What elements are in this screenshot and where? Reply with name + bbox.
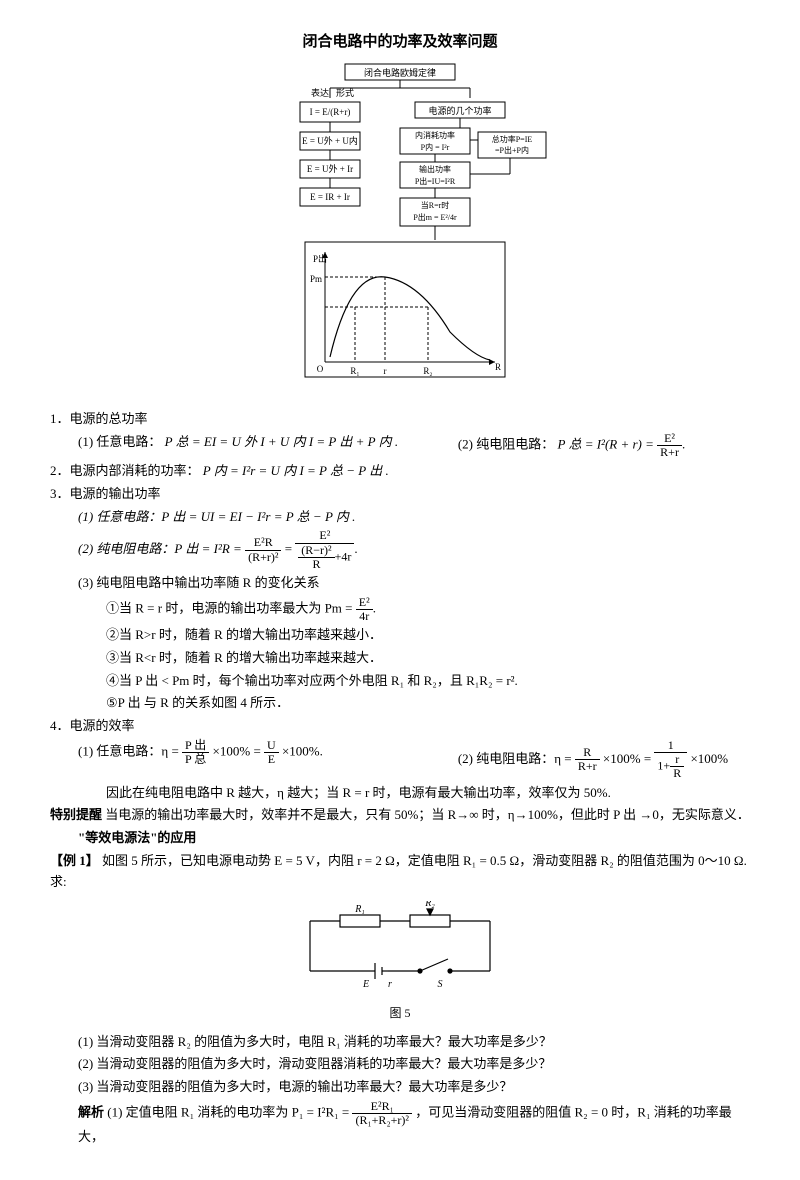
- s1b-label: (2) 纯电阻电路：: [458, 436, 554, 451]
- graph-pm: Pm: [310, 274, 322, 284]
- s4b-tail: ×100%: [690, 751, 728, 766]
- s4-head: 4．电源的效率: [50, 716, 750, 737]
- s1b-pre: P 总 = I²(R + r) =: [558, 436, 658, 451]
- ex1-q3: (3) 当滑动变阻器的阻值为多大时，电源的输出功率最大？最大功率是多少？: [50, 1077, 750, 1098]
- fc-l1: I = E/(R+r): [310, 107, 351, 117]
- tip-text: 当电源的输出功率最大时，效率并不是最大，只有 50%；当 R→∞ 时，η→100…: [105, 807, 750, 822]
- graph-r1: R₁: [350, 366, 359, 376]
- s4a-m1: ×100% =: [213, 744, 265, 759]
- circ-s: S: [438, 979, 443, 990]
- s2-head: 2．电源内部消耗的功率：: [50, 463, 200, 478]
- fc-l2: E = U外 + U内: [302, 135, 358, 146]
- svg-text:P出m = E²/4r: P出m = E²/4r: [413, 212, 457, 222]
- s3b-pre: (2) 纯电阻电路：P 出 = I²R =: [78, 541, 245, 556]
- s1b-num: E²: [657, 432, 682, 446]
- graph-ylabel: P出: [313, 253, 327, 264]
- graph-r: r: [384, 366, 387, 376]
- s4b-f1d: R+r: [575, 760, 600, 773]
- s3a: (1) 任意电路：P 出 = UI = EI − I²r = P 总 − P 内…: [78, 509, 355, 524]
- ans-num: E²R₁: [352, 1100, 412, 1114]
- graph-r2: R₂: [423, 366, 432, 376]
- s1a-eq: P 总 = EI = U 外 I + U 内 I = P 出 + P 内 .: [165, 434, 398, 449]
- s3c5: ⑤P 出 与 R 的关系如图 4 所示．: [50, 693, 750, 714]
- fc-right-label: 形式: [336, 87, 354, 98]
- fc-left-label: 表达: [311, 87, 329, 98]
- s3c: (3) 纯电阻电路中输出功率随 R 的变化关系: [50, 573, 750, 594]
- circ-e: E: [362, 979, 369, 990]
- s4b-mid: ×100% =: [603, 751, 655, 766]
- s3b-f1d: (R+r)²: [245, 551, 281, 564]
- s4c: 因此在纯电阻电路中 R 越大，η 越大；当 R = r 时，电源有最大输出功率，…: [50, 783, 750, 804]
- circ-r2: R₂: [424, 901, 435, 909]
- graph-xlabel: R: [495, 362, 501, 372]
- flowchart-diagram: 闭合电路欧姆定律 表达 形式 I = E/(R+r) E = U外 + U内 E…: [50, 62, 750, 399]
- s3b-f2tail: +4r: [335, 549, 352, 563]
- tip-label: 特别提醒: [50, 807, 102, 822]
- s3c2: ②当 R>r 时，随着 R 的增大输出功率越来越小．: [50, 625, 750, 646]
- s3b-f2n: E²: [295, 529, 354, 543]
- s4b-f2dd: R: [670, 767, 684, 780]
- ans-label: 解析: [78, 1105, 104, 1120]
- s4a-f2n: U: [264, 739, 279, 753]
- s4a-pre: (1) 任意电路：η =: [78, 744, 182, 759]
- svg-text:输出功率: 输出功率: [419, 164, 451, 174]
- svg-text:当R=r时: 当R=r时: [421, 200, 450, 210]
- s3c1-pre: ①当 R = r 时，电源的输出功率最大为 Pm =: [106, 600, 356, 615]
- s4b-f2dp: 1+: [657, 759, 670, 773]
- ans-den: (R₁+R₂+r)²: [352, 1114, 412, 1127]
- graph-origin: O: [317, 364, 324, 374]
- fc-top: 闭合电路欧姆定律: [364, 67, 436, 78]
- s4a-f2d: E: [264, 753, 279, 766]
- s4a-f1n: P 出: [182, 739, 209, 753]
- fc-r1: 电源的几个功率: [428, 105, 491, 116]
- svg-text:P内 = I²r: P内 = I²r: [421, 142, 450, 152]
- s3c3: ③当 R<r 时，随着 R 的增大输出功率越来越大．: [50, 648, 750, 669]
- s3c1d: 4r: [356, 610, 373, 623]
- s3-head: 3．电源的输出功率: [50, 484, 750, 505]
- s4b-pre: (2) 纯电阻电路：η =: [458, 751, 575, 766]
- s2-eq: P 内 = I²r = U 内 I = P 总 − P 出 .: [203, 463, 389, 478]
- method-title: "等效电源法"的应用: [50, 828, 750, 849]
- s4b-f2dn: r: [670, 753, 684, 767]
- s3b-mid: =: [285, 541, 296, 556]
- fc-l3: E = U外 + Ir: [307, 163, 353, 174]
- ans-pre: (1) 定值电阻 R₁ 消耗的电功率为 P₁ = I²R₁ =: [107, 1105, 352, 1120]
- ex1-q1: (1) 当滑动变阻器 R₂ 的阻值为多大时，电阻 R₁ 消耗的功率最大？最大功率…: [50, 1032, 750, 1053]
- circuit-diagram: R₁ R₂ E r S 图 5: [50, 901, 750, 1024]
- s4b-f2n: 1: [654, 739, 687, 753]
- fig5-label: 图 5: [50, 1004, 750, 1023]
- s4a-tail: ×100%.: [282, 744, 323, 759]
- svg-text:内消耗功率: 内消耗功率: [415, 130, 455, 140]
- s3b-f2db: R: [298, 558, 334, 571]
- svg-text:=P出+P内: =P出+P内: [495, 145, 529, 155]
- s1a-label: (1) 任意电路：: [78, 434, 161, 449]
- circ-r1: R₁: [354, 904, 365, 915]
- svg-text:总功率P=IE: 总功率P=IE: [492, 134, 533, 144]
- s3b-f2dt: (R−r)²: [298, 544, 334, 558]
- s4a-f1d: P 总: [182, 753, 209, 766]
- s3b-f1n: E²R: [245, 536, 281, 550]
- s1b-den: R+r: [657, 446, 682, 459]
- s3c4: ④当 P 出 < Pm 时，每个输出功率对应两个外电阻 R₁ 和 R₂，且 R₁…: [50, 671, 750, 692]
- ex1-text: 如图 5 所示，已知电源电动势 E = 5 V，内阻 r = 2 Ω，定值电阻 …: [50, 853, 747, 889]
- s3c1n: E²: [356, 596, 373, 610]
- s1-head: 1．电源的总功率: [50, 409, 750, 430]
- fc-l4: E = IR + Ir: [310, 192, 350, 202]
- svg-text:P出=IU=I²R: P出=IU=I²R: [415, 176, 456, 186]
- ex1-label: 【例 1】: [50, 853, 99, 868]
- ex1-q2: (2) 当滑动变阻器的阻值为多大时，滑动变阻器消耗的功率最大？最大功率是多少？: [50, 1054, 750, 1075]
- page-title: 闭合电路中的功率及效率问题: [50, 30, 750, 54]
- s4b-f1n: R: [575, 746, 600, 760]
- circ-r: r: [388, 979, 392, 990]
